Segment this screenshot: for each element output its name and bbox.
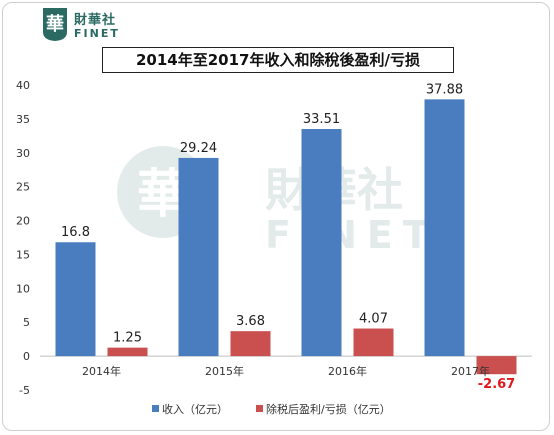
y-tick-label: 10: [16, 282, 30, 295]
x-tick-label: 2016年: [328, 364, 367, 378]
data-label-revenue: 33.51: [303, 112, 340, 127]
legend: 收入（亿元） 除税后盈利/亏损（亿元）: [152, 402, 391, 416]
bar-profit: [107, 347, 148, 357]
data-label-revenue: 16.8: [61, 225, 90, 240]
y-tick-label: 5: [23, 316, 30, 329]
y-tick-label: 25: [16, 181, 30, 194]
data-labels: 16.8 1.25 29.24 3.68 33.51 4.07 37.88 -2.67: [61, 82, 515, 392]
x-tick-label: 2014年: [82, 364, 121, 378]
y-tick-label: 20: [16, 215, 30, 228]
finet-logo: 華 財華社 FINET: [40, 6, 160, 46]
svg-text:華: 華: [46, 13, 64, 35]
y-tick-label: 15: [16, 248, 30, 261]
y-tick-label: 0: [23, 350, 30, 363]
logo-chinese-name: 財華社: [74, 13, 117, 28]
logo-english-name: FINET: [74, 27, 120, 40]
bar-revenue: [301, 128, 342, 357]
bar-profit: [353, 328, 394, 357]
bar-profit: [476, 356, 517, 375]
data-label-profit: 4.07: [359, 312, 388, 327]
bar-profit: [230, 331, 271, 357]
bar-revenue: [424, 99, 465, 357]
data-label-revenue: 37.88: [426, 82, 463, 97]
chart-title: 2014年至2017年收入和除稅後盈利/亏损: [102, 47, 454, 73]
data-label-revenue: 29.24: [180, 141, 217, 156]
bars: [55, 99, 517, 375]
watermark: 華 財華社 FINET: [117, 146, 439, 257]
data-label-profit: 1.25: [113, 331, 142, 346]
data-label-profit: -2.67: [478, 377, 515, 392]
bar-revenue: [55, 242, 96, 357]
legend-swatch-revenue: [152, 405, 159, 412]
y-tick-label: 40: [16, 79, 30, 92]
x-axis: 2014年 2015年 2016年 2017年: [82, 364, 490, 378]
watermark-en: FINET: [265, 213, 439, 257]
y-tick-label: -5: [19, 384, 30, 397]
y-tick-label: 30: [16, 147, 30, 160]
bar-revenue: [178, 157, 219, 357]
y-tick-label: 35: [16, 113, 30, 126]
x-tick-label: 2017年: [451, 364, 490, 378]
y-axis: -5 0 5 10 15 20 25 30 35 40: [16, 79, 30, 397]
x-tick-label: 2015年: [205, 364, 244, 378]
legend-label-revenue: 收入（亿元）: [162, 402, 228, 416]
legend-label-profit: 除税后盈利/亏损（亿元）: [266, 402, 391, 416]
legend-swatch-profit: [256, 405, 263, 412]
data-label-profit: 3.68: [236, 314, 265, 329]
finet-seal-icon: 華: [43, 8, 67, 41]
